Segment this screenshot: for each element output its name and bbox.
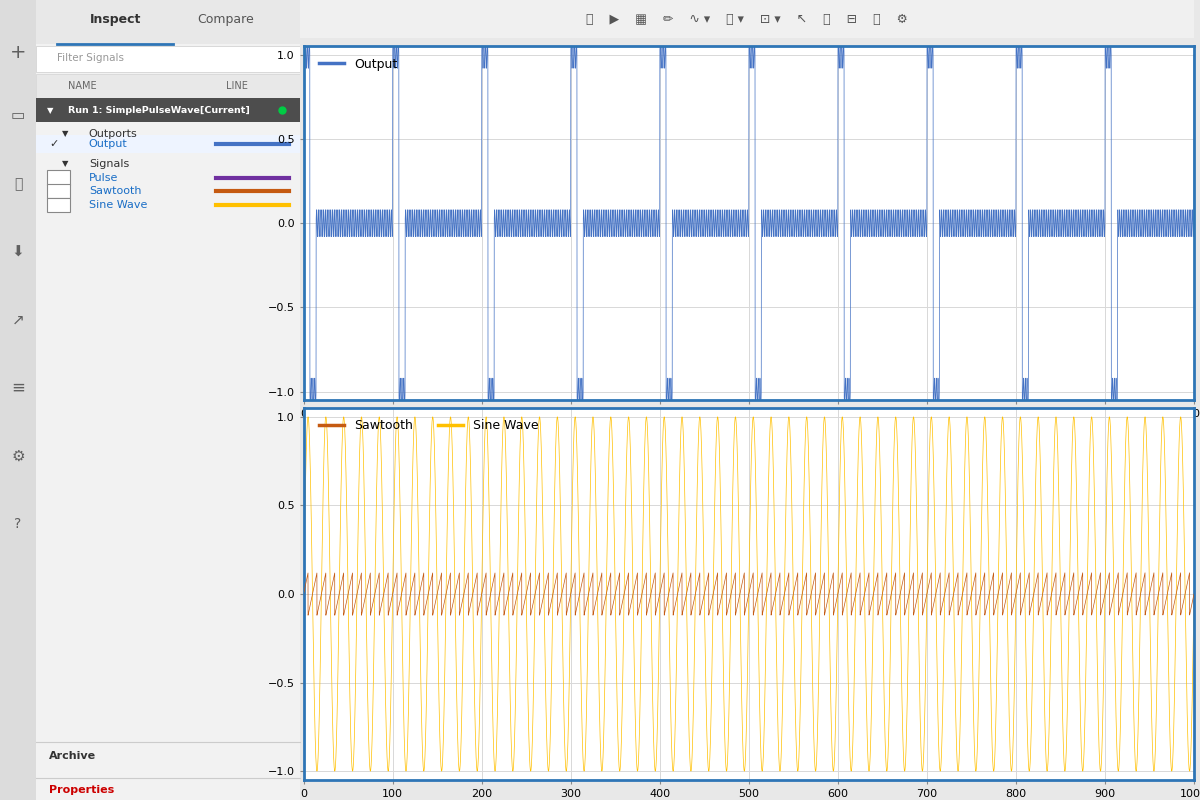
- Text: Archive: Archive: [49, 751, 96, 761]
- Text: ▼: ▼: [62, 129, 68, 138]
- Text: ▭: ▭: [11, 109, 25, 123]
- Legend: Sawtooth, Sine Wave: Sawtooth, Sine Wave: [314, 414, 544, 438]
- Bar: [36, 135, 300, 153]
- Text: ✓: ✓: [49, 139, 59, 149]
- Text: ↗: ↗: [12, 313, 24, 327]
- Bar: [47, 170, 71, 185]
- Bar: [36, 46, 300, 72]
- Bar: [36, 98, 300, 122]
- Text: ▼: ▼: [47, 106, 53, 115]
- Bar: [36, 0, 300, 44]
- Text: 💾: 💾: [14, 177, 22, 191]
- Bar: [47, 198, 71, 212]
- Text: Sawtooth: Sawtooth: [89, 186, 142, 196]
- Text: Run 1: SimplePulseWave[Current]: Run 1: SimplePulseWave[Current]: [67, 106, 250, 115]
- Text: +: +: [10, 42, 26, 62]
- Text: Output: Output: [89, 139, 127, 149]
- Text: Compare: Compare: [198, 14, 254, 26]
- Text: Sine Wave: Sine Wave: [89, 200, 148, 210]
- Text: Pulse: Pulse: [89, 173, 118, 182]
- Text: ≡: ≡: [11, 379, 25, 397]
- Text: ⬇: ⬇: [12, 245, 24, 259]
- Text: Inspect: Inspect: [90, 14, 140, 26]
- Text: Signals: Signals: [89, 159, 130, 169]
- Text: Filter Signals: Filter Signals: [58, 54, 124, 63]
- Text: ?: ?: [14, 517, 22, 531]
- Text: ▼: ▼: [62, 159, 68, 169]
- Text: ⚙: ⚙: [11, 449, 25, 463]
- Text: Outports: Outports: [89, 129, 138, 138]
- Text: 🖐    ▶    ▦    ✏    ∿ ▾    🔍 ▾    ⊡ ▾    ↖    ⤢    ⊟    📷    ⚙: 🖐 ▶ ▦ ✏ ∿ ▾ 🔍 ▾ ⊡ ▾ ↖ ⤢ ⊟ 📷 ⚙: [586, 13, 908, 26]
- Text: Properties: Properties: [49, 786, 114, 795]
- Text: LINE: LINE: [226, 81, 248, 90]
- Legend: Output: Output: [314, 53, 402, 76]
- Bar: [47, 184, 71, 198]
- Bar: [36, 74, 300, 98]
- Text: NAME: NAME: [67, 81, 96, 90]
